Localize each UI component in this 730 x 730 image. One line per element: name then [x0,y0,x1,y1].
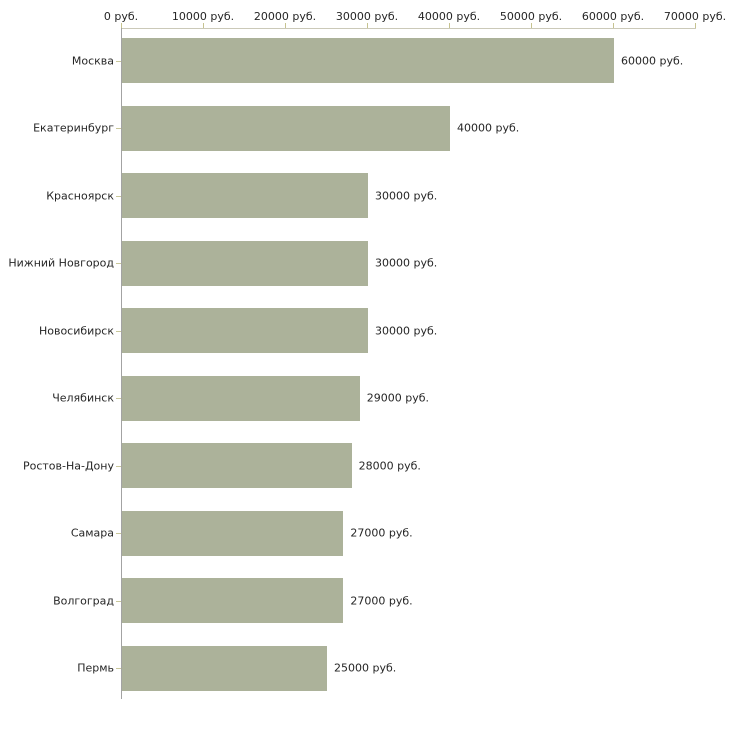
category-label: Москва [71,54,114,67]
category-tick-mark [116,195,121,197]
category-tick-mark [116,60,121,62]
value-label: 60000 руб. [621,54,684,67]
x-axis-tick-mark [531,23,532,28]
value-label: 28000 руб. [358,459,421,472]
x-axis-tick-label: 70000 руб. [663,10,727,23]
bar [122,443,352,488]
y-axis-line [121,28,122,699]
x-axis-tick-label: 50000 руб. [499,10,563,23]
bar [122,375,360,421]
category-label: Новосибирск [38,324,114,337]
x-axis-tick-label: 10000 руб. [171,10,235,23]
x-axis-tick-mark [367,23,368,28]
category-tick-mark [116,533,121,534]
category-tick-mark [116,600,121,602]
category-label: Челябинск [52,391,114,405]
x-axis-tick-mark [695,23,696,28]
x-axis-tick-mark [121,23,122,28]
bar [122,173,368,218]
x-axis-tick-label: 0 руб. [103,10,139,23]
category-tick-mark [116,128,121,129]
x-axis-tick-label: 60000 руб. [581,10,645,23]
category-label: Ростов-На-Дону [22,459,114,472]
x-axis-tick-mark [203,23,204,28]
x-axis-line [121,28,696,29]
category-tick-mark [116,465,121,467]
category-label: Нижний Новгород [8,256,114,270]
category-label: Самара [70,526,114,540]
x-axis-tick-label: 30000 руб. [335,10,399,23]
bar [122,38,614,83]
category-label: Волгоград [53,594,114,607]
value-label: 29000 руб. [366,391,430,405]
value-label: 25000 руб. [334,661,397,675]
category-label: Красноярск [46,189,114,202]
bar [122,510,344,556]
bar [122,105,450,151]
x-axis-tick-mark [285,23,286,28]
category-tick-mark [116,668,121,669]
value-label: 27000 руб. [350,594,413,607]
value-label: 30000 руб. [375,189,438,202]
bar [122,645,327,691]
x-axis-tick-label: 40000 руб. [417,10,481,23]
value-label: 30000 руб. [375,324,438,337]
category-tick-mark [116,330,121,332]
x-axis-tick-label: 20000 руб. [253,10,317,23]
bar [122,578,344,623]
x-axis-tick-mark [613,23,614,28]
category-label: Пермь [77,661,114,675]
category-tick-mark [116,263,121,264]
bar [122,240,368,286]
bar [122,308,368,353]
x-axis-tick-mark [449,23,450,28]
category-label: Екатеринбург [33,121,114,135]
value-label: 40000 руб. [457,121,520,135]
value-label: 27000 руб. [350,526,413,540]
value-label: 30000 руб. [375,256,438,270]
category-tick-mark [116,398,121,399]
